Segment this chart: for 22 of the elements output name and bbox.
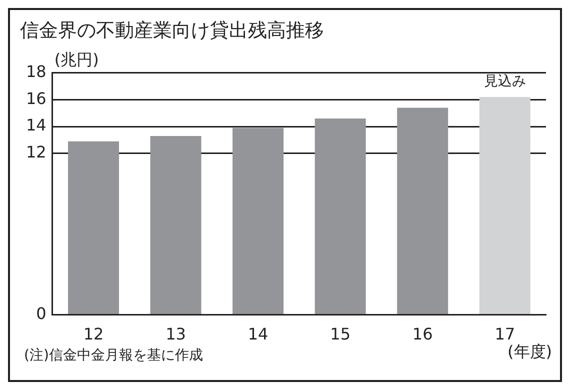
bar — [397, 108, 448, 314]
y-tick-label: 18 — [26, 62, 46, 81]
x-tick-label: 17 — [494, 324, 516, 344]
bar — [314, 118, 366, 314]
y-tick-label: 14 — [26, 116, 46, 135]
x-tick-label: 16 — [412, 324, 433, 344]
y-tick-label: 0 — [36, 304, 46, 323]
bar — [150, 136, 202, 314]
x-tick-label: 15 — [330, 324, 350, 344]
y-axis-title: (兆円) — [54, 50, 99, 69]
x-tick-label: 14 — [248, 324, 268, 344]
chart-title: 信金界の不動産業向け貸出残高推移 — [20, 19, 324, 42]
y-tick-label: 16 — [26, 88, 46, 108]
bar — [68, 141, 119, 314]
x-tick-label: 12 — [83, 324, 104, 344]
text: (注)信金中金月報を基に作成 — [24, 347, 203, 364]
x-axis-title: (年度) — [508, 342, 552, 361]
bar — [479, 97, 530, 314]
x-tick-label: 13 — [166, 324, 186, 344]
bar — [232, 128, 284, 314]
y-tick-label: 12 — [26, 142, 46, 162]
annotation: 見込み — [484, 74, 526, 90]
